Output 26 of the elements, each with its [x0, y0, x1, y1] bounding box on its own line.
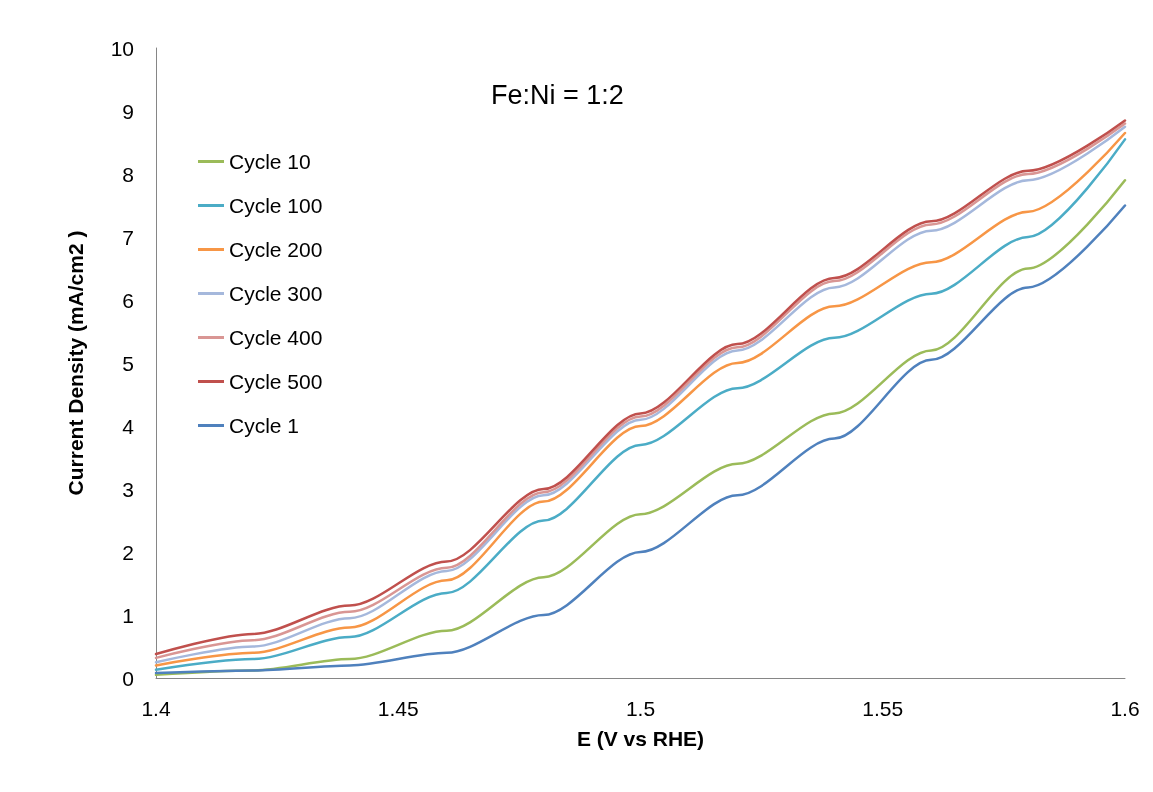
x-tick-label: 1.55	[862, 697, 904, 720]
text: Fe:Ni = 1:2	[491, 79, 624, 110]
legend-label: Cycle 400	[229, 326, 323, 349]
legend-label: Cycle 10	[229, 150, 311, 173]
y-tick-label: 6	[122, 288, 134, 312]
y-tick-label: 1	[122, 603, 134, 627]
legend-label: Cycle 500	[229, 370, 323, 393]
legend-label: Cycle 200	[229, 238, 323, 261]
y-tick-label: 4	[122, 414, 135, 438]
x-tick-label: 1.45	[377, 697, 419, 720]
y-axis-title: Current Density (mA/cm2 )	[64, 230, 87, 496]
x-axis-title: E (V vs RHE)	[576, 727, 705, 750]
y-tick-label: 8	[122, 162, 134, 186]
x-tick-label: 1.5	[625, 697, 656, 720]
y-tick-label: 0	[122, 666, 134, 690]
y-tick-label: 9	[122, 99, 134, 123]
legend-label: Cycle 300	[229, 282, 323, 305]
y-tick-label: 10	[110, 36, 134, 60]
y-tick-label: 3	[122, 477, 134, 501]
y-tick-label: 5	[122, 351, 134, 375]
y-tick-label: 7	[122, 225, 134, 249]
y-tick-label: 2	[122, 540, 134, 564]
x-tick-label: 1.6	[1110, 697, 1140, 720]
legend-label: Cycle 1	[229, 414, 300, 437]
x-tick-label: 1.4	[141, 697, 171, 720]
legend-label: Cycle 100	[229, 194, 323, 217]
